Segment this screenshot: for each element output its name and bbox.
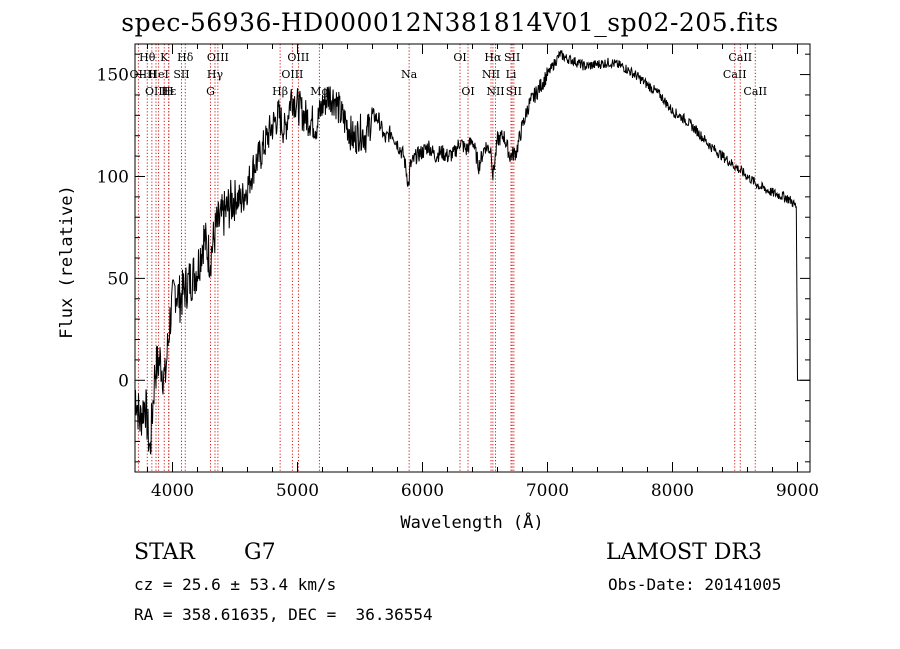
line-marker-label-8: CaII: [728, 51, 752, 64]
line-marker-label-4: OIII: [287, 51, 309, 64]
x-tick-label-6000: 6000: [401, 481, 444, 501]
line-marker-label-7: SII: [504, 51, 520, 64]
line-marker-label-21: H: [164, 85, 174, 98]
line-marker-label-15: Na: [401, 68, 418, 81]
line-marker-label-23: Hβ: [272, 85, 288, 98]
x-tick-label-8000: 8000: [651, 481, 694, 501]
line-marker-label-18: CaII: [723, 68, 747, 81]
x-tick-label-7000: 7000: [526, 481, 569, 501]
survey-name: LAMOST DR3: [606, 540, 762, 565]
plot-frame: [134, 43, 811, 473]
line-marker-label-0: Hθ: [139, 51, 156, 64]
line-marker-label-12: SII: [173, 68, 189, 81]
line-marker-label-28: CaII: [743, 85, 767, 98]
line-marker-label-5: OI: [453, 51, 466, 64]
axis-ticks: [135, 44, 810, 472]
x-tick-label-4000: 4000: [151, 481, 194, 501]
line-marker-label-13: Hγ: [207, 68, 224, 81]
x-tick-label-9000: 9000: [776, 481, 819, 501]
redshift-cz: cz = 25.6 ± 53.4 km/s: [134, 575, 337, 594]
object-subclass: G7: [244, 540, 276, 565]
line-marker-label-25: OI: [461, 85, 474, 98]
chart-title: spec-56936-HD000012N381814V01_sp02-205.f…: [121, 8, 779, 37]
y-tick-label-0: 0: [118, 371, 129, 391]
y-tick-label-50: 50: [107, 269, 129, 289]
line-marker-label-27: SII: [506, 85, 522, 98]
line-marker-label-16: NII: [482, 68, 500, 81]
y-tick-label-150: 150: [97, 66, 129, 86]
x-axis-title: Wavelength (Å): [400, 511, 543, 533]
series-layer: [134, 49, 810, 455]
tick-labels: 4000 5000 6000 7000 8000 9000 0 50 100 150: [97, 66, 820, 501]
line-marker-label-1: K: [160, 51, 169, 64]
line-marker-label-2: Hδ: [177, 51, 194, 64]
line-marker-label-17: Li: [506, 68, 517, 81]
observation-date: Obs-Date: 20141005: [608, 575, 782, 594]
object-class: STAR: [134, 540, 195, 565]
spectral-line-markers: [137, 44, 756, 472]
y-tick-label-100: 100: [97, 167, 129, 187]
line-marker-label-11: HeI: [148, 68, 168, 81]
line-marker-label-20: Hε: [161, 85, 177, 98]
line-marker-label-9: OII: [130, 68, 148, 81]
y-axis-title: Flux (relative): [57, 185, 77, 339]
line-marker-label-10: H: [147, 68, 157, 81]
line-marker-label-26: NII: [486, 85, 504, 98]
line-marker-label-6: Hα: [484, 51, 502, 64]
plot-frame-layer: [134, 43, 811, 473]
coordinates: RA = 358.61635, DEC = 36.36554: [134, 605, 433, 624]
line-marker-label-3: OIII: [207, 51, 229, 64]
line-marker-label-24: Mg: [310, 85, 328, 98]
line-marker-label-14: OIII: [281, 68, 303, 81]
line-marker-label-22: G: [206, 85, 215, 98]
x-tick-label-5000: 5000: [276, 481, 319, 501]
spectrum-line: [134, 49, 810, 455]
line-marker-label-19: OIII: [145, 85, 167, 98]
